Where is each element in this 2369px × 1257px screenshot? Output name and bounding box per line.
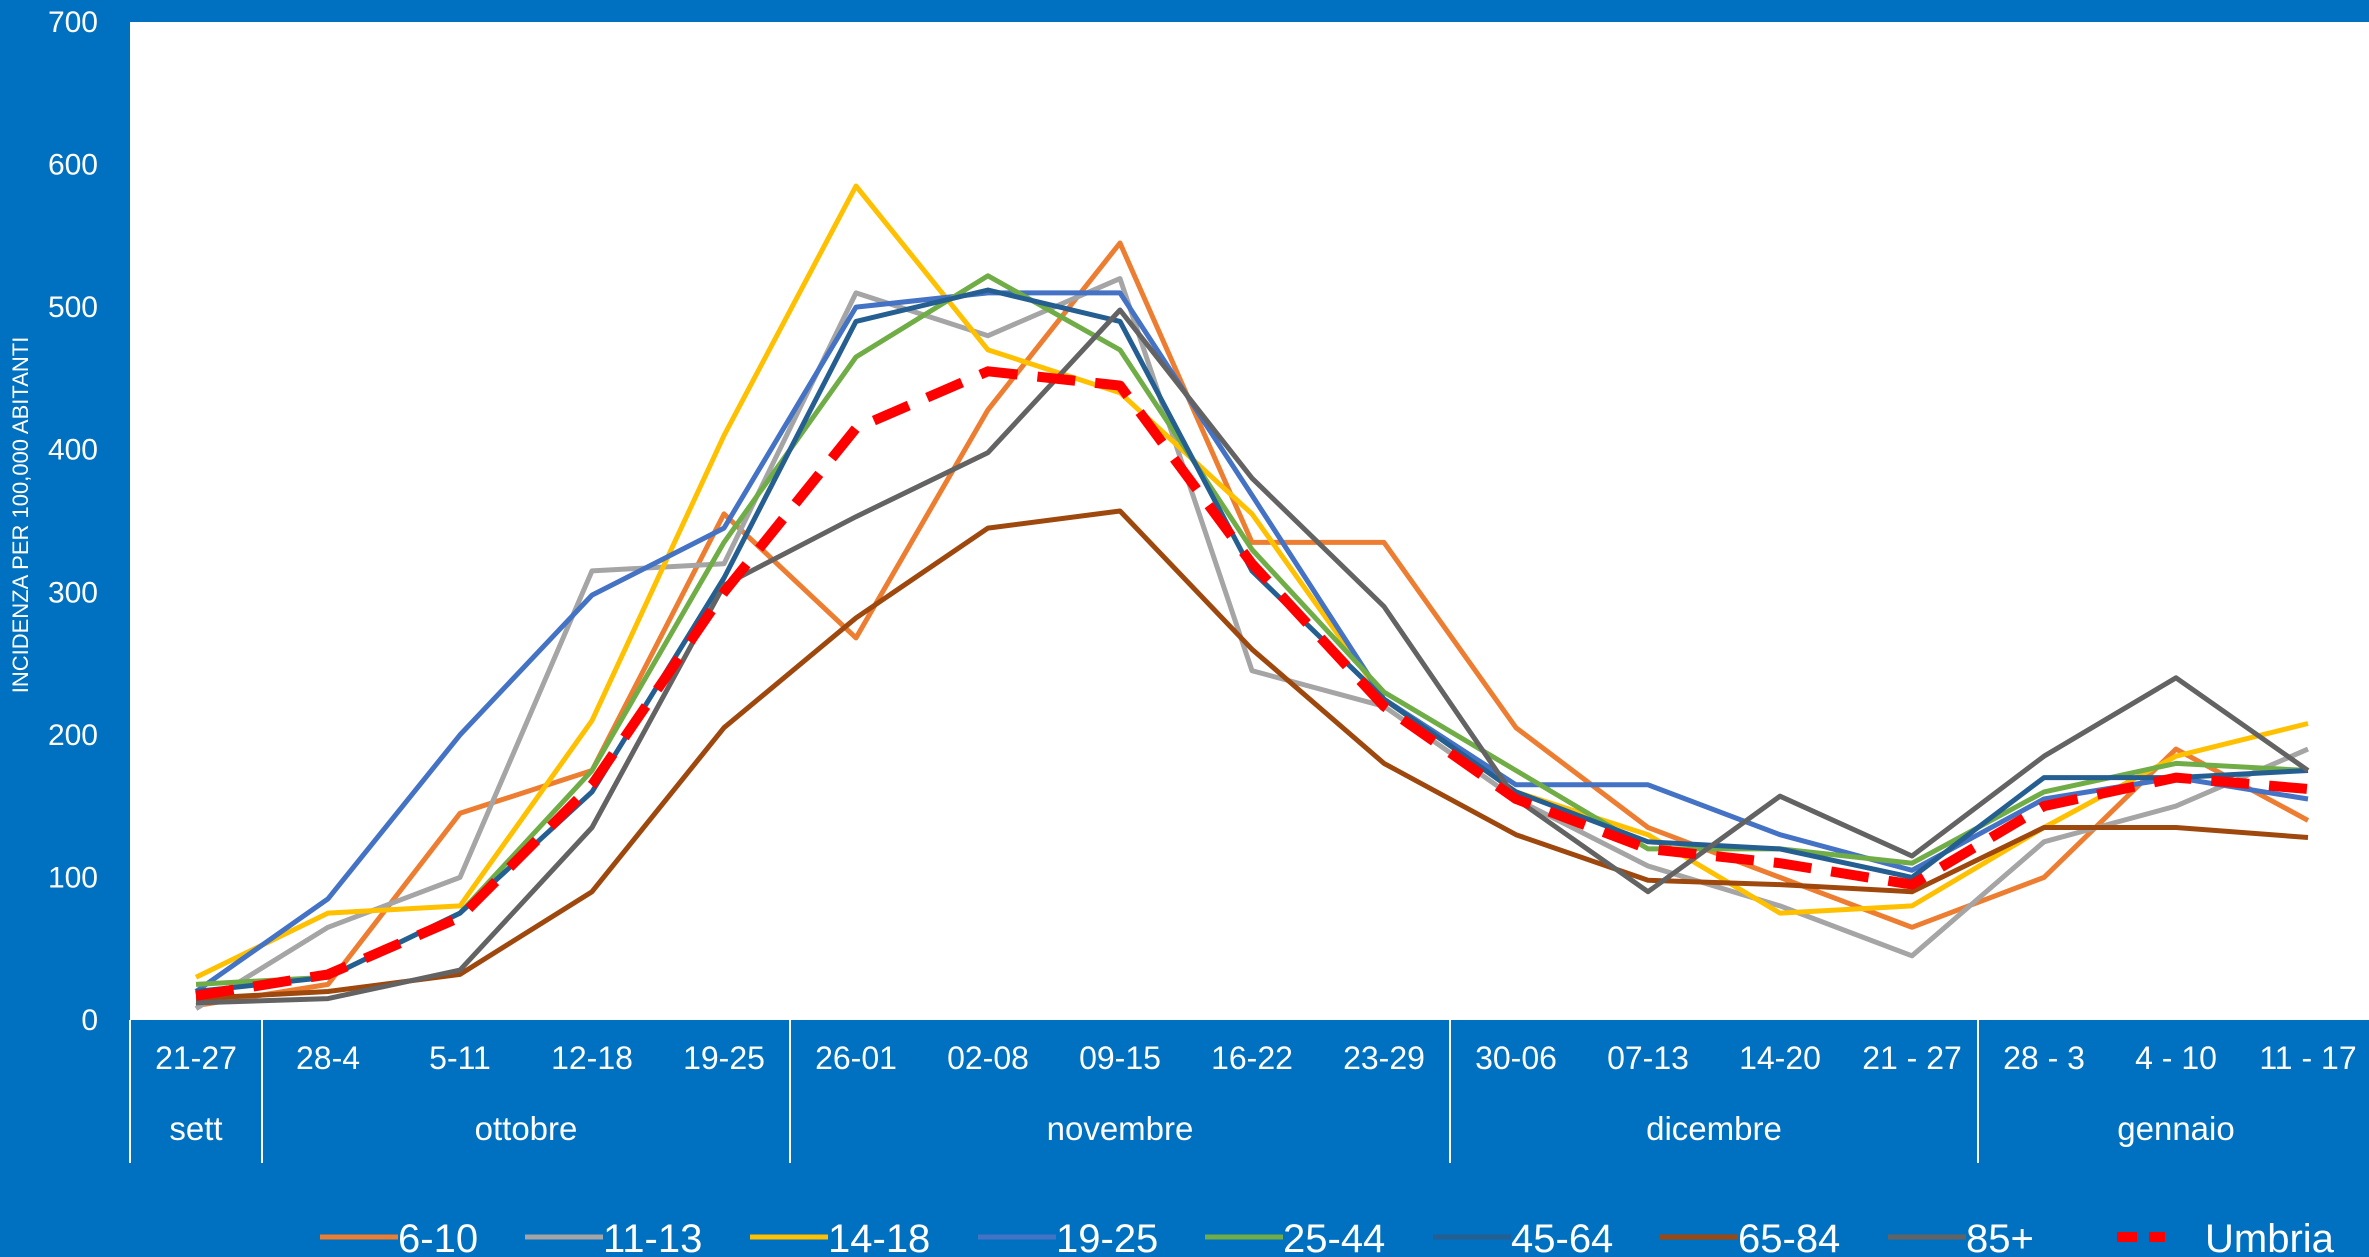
y-tick-label: 0 (81, 1004, 98, 1037)
x-tick-label: 21 - 27 (1862, 1040, 1962, 1076)
x-tick-label: 21-27 (155, 1040, 237, 1076)
x-group-label: novembre (1047, 1110, 1194, 1147)
legend-label: 19-25 (1056, 1217, 1158, 1257)
y-tick-label: 700 (48, 6, 98, 39)
x-tick-label: 30-06 (1475, 1040, 1557, 1076)
legend-label: 14-18 (828, 1217, 930, 1257)
y-tick-label: 100 (48, 861, 98, 894)
y-tick-label: 400 (48, 434, 98, 467)
legend-label: 11-13 (603, 1217, 702, 1257)
series-line-umbria (195, 366, 2309, 1001)
legend-label: 65-84 (1738, 1217, 1840, 1257)
y-tick-label: 300 (48, 576, 98, 609)
series-line-11-13 (194, 276, 2309, 1011)
x-tick-label: 26-01 (815, 1040, 897, 1076)
x-tick-label: 28 - 3 (2003, 1040, 2085, 1076)
x-tick-label: 23-29 (1343, 1040, 1425, 1076)
x-tick-label: 11 - 17 (2259, 1040, 2356, 1076)
x-tick-label: 12-18 (551, 1040, 633, 1076)
x-tick-label: 4 - 10 (2135, 1040, 2217, 1076)
x-tick-label: 19-25 (683, 1040, 765, 1076)
legend-label: Umbria (2205, 1217, 2335, 1257)
series-line-85- (195, 307, 2310, 1006)
y-tick-label: 500 (48, 291, 98, 324)
y-axis-label: INCIDENZA PER 100,000 ABITANTI (8, 337, 33, 694)
legend-label: 45-64 (1511, 1217, 1613, 1257)
y-tick-label: 200 (48, 719, 98, 752)
series-line-25-44 (195, 273, 2309, 987)
y-tick-label: 600 (48, 149, 98, 182)
x-tick-label: 07-13 (1607, 1040, 1689, 1076)
legend-label: 6-10 (398, 1217, 478, 1257)
x-group-label: sett (169, 1110, 222, 1147)
x-tick-label: 02-08 (947, 1040, 1029, 1076)
x-tick-label: 28-4 (296, 1040, 360, 1076)
x-group-label: ottobre (475, 1110, 578, 1147)
x-tick-label: 09-15 (1079, 1040, 1161, 1076)
x-tick-label: 14-20 (1739, 1040, 1821, 1076)
legend-label: 85+ (1966, 1217, 2034, 1257)
plot-area (130, 22, 2369, 1020)
x-group-label: gennaio (2117, 1110, 2234, 1147)
x-group-label: dicembre (1646, 1110, 1782, 1147)
x-tick-label: 16-22 (1211, 1040, 1293, 1076)
legend-label: 25-44 (1283, 1217, 1385, 1257)
x-tick-label: 5-11 (429, 1040, 491, 1076)
series-line-14-18 (194, 183, 2309, 980)
series-line-65-84 (195, 508, 2309, 1002)
